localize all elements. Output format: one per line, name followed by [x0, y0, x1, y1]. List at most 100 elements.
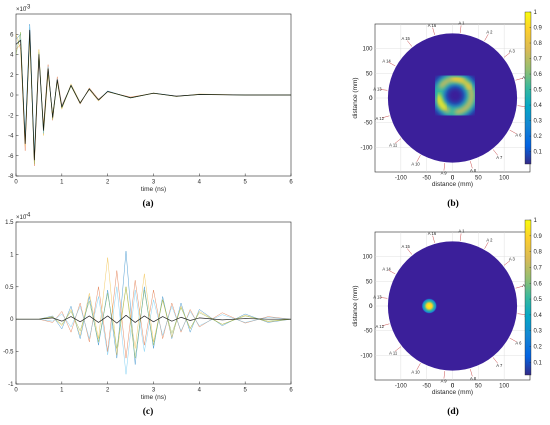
antenna-marker: [503, 260, 511, 266]
antenna-marker: [382, 323, 390, 327]
antenna-marker: [379, 89, 388, 91]
antenna-label: A 7: [496, 363, 503, 368]
antenna-label: A 14: [382, 59, 391, 64]
y-tick-label: 1: [10, 252, 14, 258]
antenna-label: A 1: [458, 228, 465, 233]
antenna-marker: [443, 163, 445, 171]
y-tick-label: -100: [360, 145, 373, 151]
antenna-label: A 15: [402, 244, 411, 249]
x-tick-label: 1: [60, 180, 64, 186]
antenna-marker: [432, 27, 435, 35]
antenna-marker: [484, 242, 489, 249]
x-tick-label: 3: [152, 180, 156, 186]
antenna-marker: [503, 52, 511, 58]
colorbar-tick-label: 0.2: [534, 345, 543, 351]
antenna-label: A 8: [470, 168, 477, 173]
colorbar-tick-label: 0.3: [534, 329, 543, 335]
antenna-marker: [515, 285, 523, 289]
y-tick-label: 1.5: [5, 220, 14, 226]
x-tick-label: 0: [451, 176, 455, 182]
antenna-label: A 2: [486, 238, 493, 243]
x-tick-label: -100: [395, 176, 408, 182]
antenna-marker: [407, 248, 413, 255]
colorbar-tick-label: 1: [534, 10, 538, 16]
antenna-label: A 15: [402, 36, 411, 41]
panel-c: 0 1 2 3 4 5 6 -1 -0.5 0 0.5 1 1.5×10-4 time (ns) (c): [3, 213, 293, 418]
antenna-marker: [517, 313, 526, 315]
y-tick-label: -100: [360, 353, 373, 359]
x-tick-label: 5: [243, 388, 247, 394]
antenna-label: A 14: [382, 267, 391, 272]
x-tick-label: 0: [451, 384, 455, 390]
antenna-marker: [382, 115, 390, 119]
ring-peak-left: [436, 93, 448, 111]
antenna-label: A 16: [428, 231, 437, 236]
y-tick-label: -50: [364, 121, 373, 127]
antenna-label: A 6: [515, 340, 522, 345]
y-tick-label: 4: [10, 53, 14, 59]
y-tick-label: 0: [10, 93, 14, 99]
panel-a: 0 1 2 3 4 5 6 -8 -6 -4 -2 0 2 4 6 ×10-3 time (ns) (a): [8, 5, 293, 210]
panel-b: A 1A 2A 3A 4A 5A 6A 7A 8A 9A 10A 11A 12A…: [352, 10, 543, 209]
antenna-marker: [460, 25, 462, 33]
panel-caption: (c): [143, 406, 154, 417]
colorbar-tick-label: 0.8: [534, 250, 543, 256]
y-tick-label: -1: [8, 382, 14, 388]
colorbar-tick-label: 0.4: [534, 313, 543, 319]
plot-frame: [15, 221, 292, 385]
antenna-marker: [515, 77, 523, 81]
x-tick-label: 50: [475, 384, 482, 390]
series-line-3: [16, 257, 292, 356]
antenna-label: A 2: [486, 30, 493, 35]
y-tick-label: -6: [8, 154, 14, 160]
panel-caption: (d): [447, 406, 459, 417]
antenna-label: A 7: [496, 155, 503, 160]
antenna-label: A 9: [441, 171, 448, 176]
y-tick-label: -8: [8, 174, 14, 180]
antenna-label: A 3: [509, 49, 516, 54]
antenna-marker: [394, 346, 402, 352]
series-line-6: [15, 29, 291, 161]
antenna-marker: [492, 149, 498, 156]
antenna-marker: [407, 40, 413, 47]
x-axis-label: time (ns): [141, 186, 166, 193]
antenna-marker: [416, 155, 421, 162]
y-tick-label: 100: [362, 47, 373, 53]
y-tick-label: 6: [10, 32, 14, 38]
panel-d: A 1A 2A 3A 4A 5A 6A 7A 8A 9A 10A 11A 12A…: [352, 218, 543, 417]
y-tick-zero: 0: [369, 96, 373, 102]
colorbar-tick-label: 0.8: [534, 41, 543, 47]
x-axis-label: distance (mm): [432, 181, 473, 188]
x-tick-label: 3: [152, 388, 156, 394]
colorbar-tick-label: 0.5: [534, 88, 543, 94]
antenna-label: A 10: [411, 161, 420, 166]
antenna-label: A 16: [428, 23, 437, 28]
y-exponent: ×10: [16, 7, 27, 13]
series-line-6: [16, 314, 291, 324]
panel-caption: (a): [142, 198, 153, 209]
imaging-disk: [387, 33, 518, 163]
colorbar-tick-label: 0.6: [534, 281, 543, 287]
x-tick-label: 0: [14, 388, 18, 394]
x-tick-label: 1: [60, 388, 64, 394]
colorbar-tick-label: 0.2: [534, 134, 543, 140]
antenna-marker: [388, 62, 396, 67]
antenna-label: A 1: [458, 20, 465, 25]
antenna-label: A 6: [515, 132, 522, 137]
antenna-label: A 9: [441, 379, 448, 384]
panel-caption: (b): [447, 198, 459, 209]
antenna-label: A 12: [376, 324, 385, 329]
antenna-marker: [470, 369, 473, 377]
y-tick-label: 100: [362, 255, 373, 261]
y-tick-label: 0: [369, 304, 373, 310]
x-tick-label: 50: [475, 176, 482, 182]
antenna-label: A 10: [411, 369, 420, 374]
antenna-label: A 13: [373, 295, 382, 300]
antenna-marker: [388, 270, 396, 275]
antenna-marker: [460, 233, 462, 241]
antenna-label: A 11: [389, 142, 398, 147]
colorbar-tick-label: 0.4: [534, 103, 543, 109]
x-tick-label: 2: [106, 180, 110, 186]
colorbar-tick-label: 1: [534, 218, 538, 224]
